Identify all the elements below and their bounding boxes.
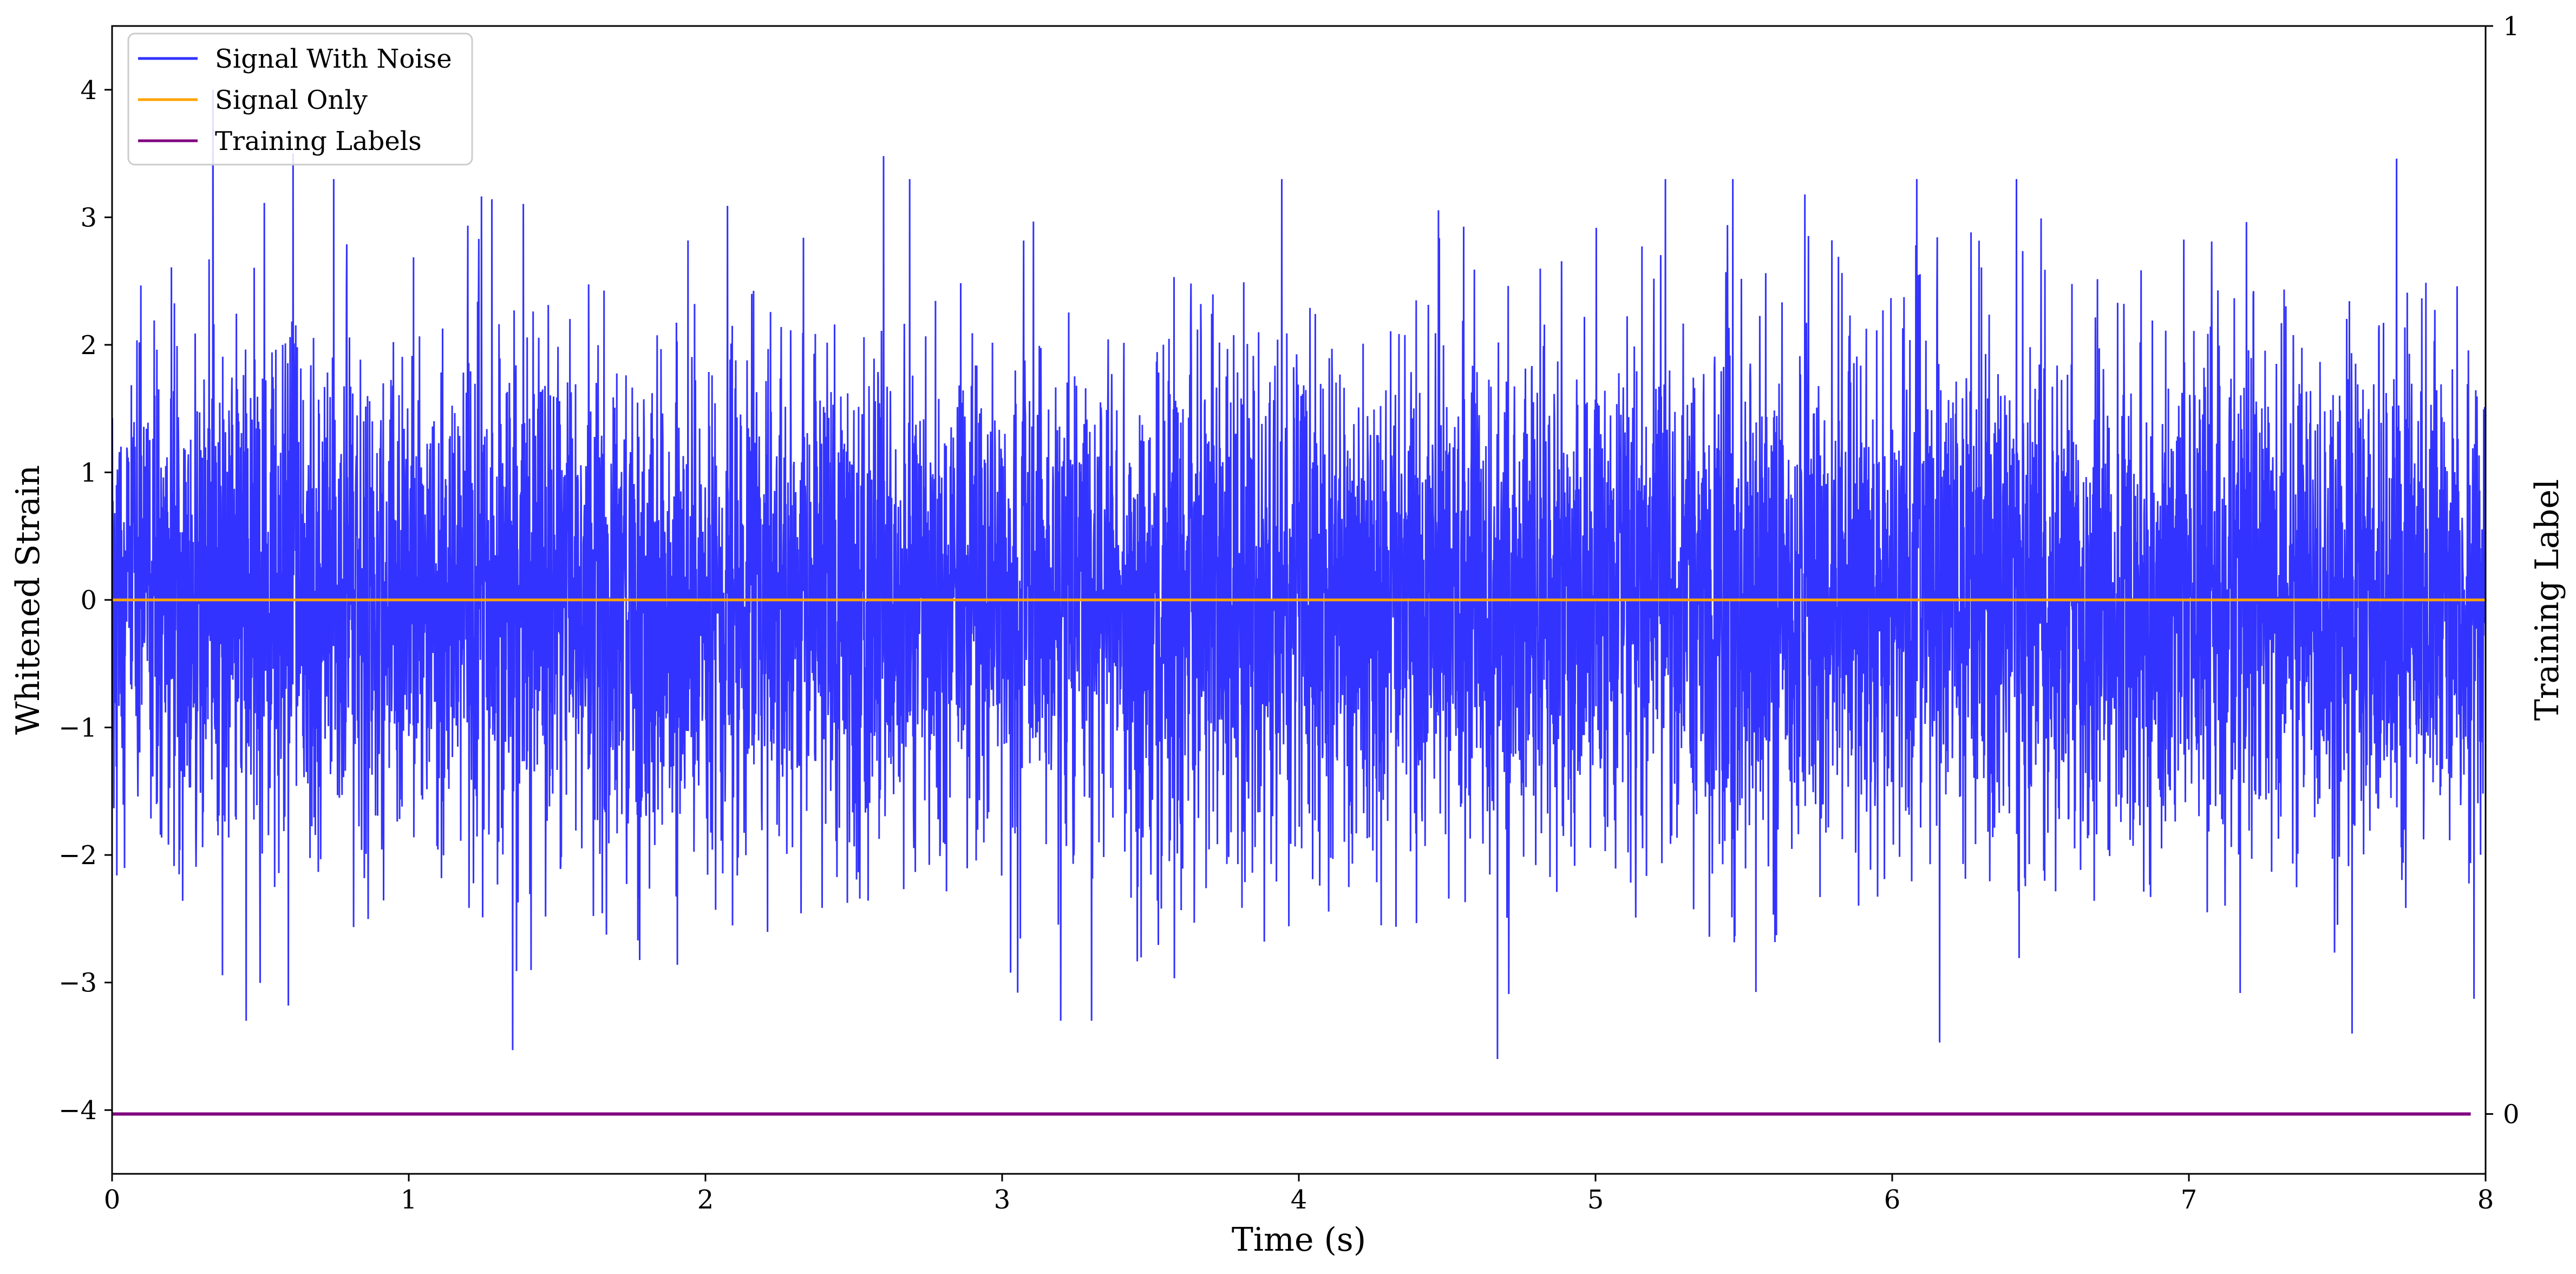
y-tick-label-left: −3 [58, 968, 97, 998]
x-axis: 0 1 2 3 4 5 6 7 8 [104, 1174, 2494, 1215]
x-tick-label: 6 [1884, 1185, 1901, 1215]
x-tick-label: 5 [1587, 1185, 1604, 1215]
y-tick-label-right: 0 [2503, 1099, 2520, 1129]
x-tick-label: 1 [401, 1185, 417, 1215]
legend-label: Signal With Noise [215, 44, 452, 74]
x-tick-label: 7 [2181, 1185, 2198, 1215]
x-tick-label: 0 [104, 1185, 121, 1215]
x-tick-label: 3 [994, 1185, 1011, 1215]
legend: Signal With Noise Signal Only Training Lab… [127, 32, 473, 166]
legend-label: Signal Only [215, 85, 368, 115]
x-tick-label: 8 [2477, 1185, 2494, 1215]
y-tick-label-left: 2 [80, 330, 97, 361]
x-tick-label: 2 [697, 1185, 714, 1215]
y-tick-label-left: 1 [80, 458, 97, 488]
plot-area [112, 89, 2486, 1116]
y-tick-label-left: 3 [80, 202, 97, 233]
y-axis-right: 10 [2486, 11, 2520, 1129]
x-tick-label: 4 [1291, 1185, 1307, 1215]
y-tick-label-left: 4 [80, 75, 97, 106]
y-tick-label-left: −1 [58, 713, 97, 743]
y-tick-label-right: 1 [2503, 11, 2520, 42]
y-tick-label-left: −2 [58, 840, 97, 871]
y-axis-left: 4 3 2 1 0 −1 −2 −3 −4 [58, 75, 112, 1126]
legend-box [127, 32, 473, 166]
x-axis-title: Time (s) [1232, 1221, 1366, 1259]
y-axis-left-title: Whitened Strain [9, 465, 47, 735]
legend-label: Training Labels [215, 126, 422, 156]
y-tick-label-left: 0 [80, 585, 97, 616]
series-signal-with-noise [112, 89, 2486, 1060]
y-axis-right-title: Training Label [2528, 479, 2566, 721]
y-tick-label-left: −4 [58, 1095, 97, 1126]
